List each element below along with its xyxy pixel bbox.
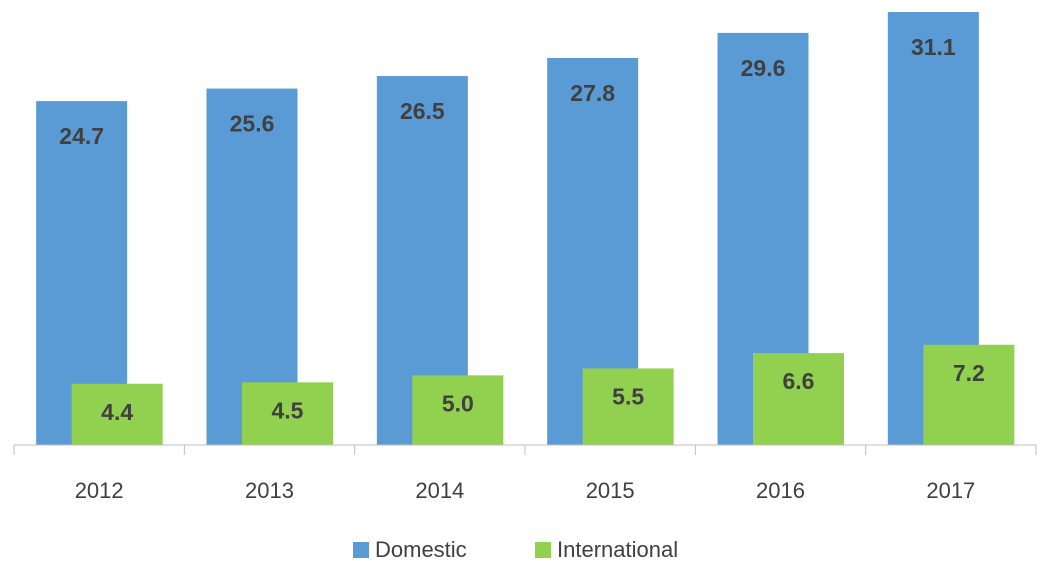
bar — [412, 375, 504, 445]
legend-swatch — [535, 542, 551, 558]
value-label: 27.8 — [570, 80, 615, 106]
x-tick-label: 2015 — [586, 478, 635, 503]
bar — [242, 382, 333, 445]
value-label: 29.6 — [741, 55, 786, 81]
x-tick-label: 2013 — [245, 478, 294, 503]
value-label: 25.6 — [230, 111, 275, 137]
value-label: 4.4 — [101, 399, 133, 425]
bar — [71, 383, 163, 445]
value-label: 24.7 — [59, 123, 104, 149]
bar — [582, 368, 674, 445]
value-label: 26.5 — [400, 98, 445, 124]
legend-label: Domestic — [375, 537, 467, 561]
legend-label: International — [557, 537, 678, 561]
bar — [753, 353, 844, 445]
x-tick-label: 2017 — [926, 478, 975, 503]
x-tick-label: 2014 — [415, 478, 464, 503]
value-label: 6.6 — [783, 368, 815, 394]
bar — [923, 344, 1015, 445]
value-label: 5.5 — [612, 384, 644, 410]
x-tick-label: 2016 — [756, 478, 805, 503]
x-tick-label: 2012 — [75, 478, 124, 503]
legend-swatch — [353, 542, 369, 558]
value-label: 31.1 — [911, 34, 956, 60]
value-label: 4.5 — [272, 397, 304, 423]
value-label: 5.0 — [442, 390, 474, 416]
value-label: 7.2 — [953, 360, 985, 386]
